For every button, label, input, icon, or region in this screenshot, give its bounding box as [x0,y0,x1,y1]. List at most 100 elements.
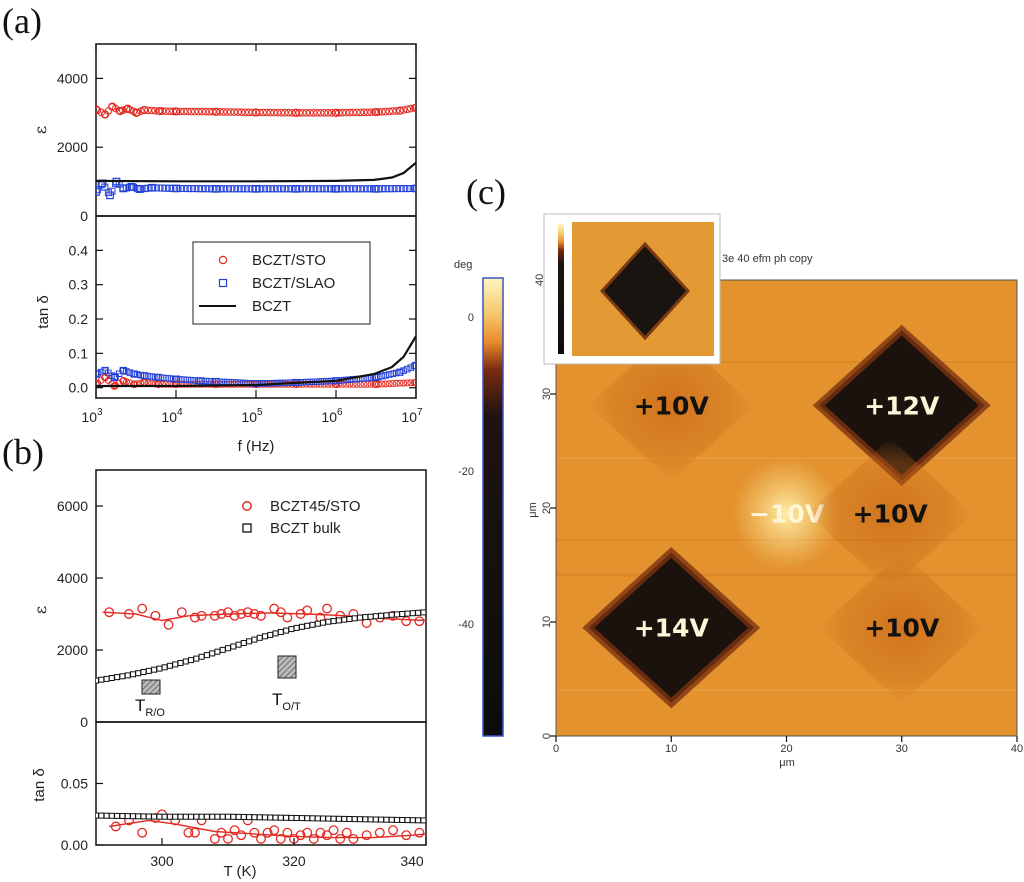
b-top-bczt-bulk-point [378,612,385,619]
b-top-bczt45-sto-point [150,610,161,621]
b-bottom-bczt45-sto-point [137,827,148,838]
a-top-dense-point [198,107,206,116]
a-bottom-bczt-slao-point [96,370,100,378]
a-top-dense-point [194,185,202,193]
b-top-bczt-bulk-point [161,664,168,671]
b-bottom-bczt-bulk-point [225,813,231,820]
panel-c: deg 0 -20 -40 +10V +12V−10V +10V+14V +10V 0… [454,213,1023,769]
b-top-bczt-bulk-point [198,653,205,660]
a-bottom-dense-point [144,372,152,380]
a-top-dense-point [205,185,213,193]
b-bottom-bczt-bulk-point [362,816,369,823]
map-ylabel: μm [527,502,539,518]
b-bottom-bczt45-sto-point [269,825,280,836]
a-top-dense-point [338,185,346,193]
b-bottom-bczt-bulk-point [330,815,337,822]
a-top-dense-point [284,108,293,117]
a-bottom-dense-point [176,380,184,388]
b-bottom-bczt45-sto-point [295,830,306,841]
a-top-dense-point [309,109,318,117]
a-bottom-dense-point [403,379,411,387]
a-bottom-dense-point [126,369,134,376]
b-top-bczt-bulk-point [177,660,184,666]
a-bottom-dense-point [400,379,408,387]
a-top-bczt-sto-point [171,107,181,116]
a-bottom-bczt-slao-point [412,361,416,369]
a-top-dense-point [220,185,228,193]
b-top-bczt45-sto-point [249,609,260,619]
b-bottom-bczt-bulk-point [203,813,210,820]
a-bottom-dense-point [166,375,173,382]
a-top-dense-point [403,185,411,193]
a-bottom-dense-point [389,370,396,377]
a-top-dense-point [184,185,192,193]
a-top-dense-point [407,104,415,113]
b-top-bczt-bulk-point [293,624,300,631]
a-top-bczt-sto-point [331,108,341,117]
panel-label-c: (c) [466,172,506,212]
legend-label-bczt45: BCZT45/STO [270,498,361,515]
a-bottom-ytick-label: 0.2 [69,311,89,327]
b-bottom-bczt-bulk-point [314,815,321,822]
b-top-bczt-bulk-point [325,618,332,625]
b-bottom-bczt-bulk-point [399,817,406,823]
b-bottom-bczt-bulk-point [108,812,115,819]
b-top-bczt-bulk-point [145,667,152,674]
b-top-bczt45-sto-point [414,616,425,627]
b-bottom-bczt-bulk-point [293,815,300,821]
panel-b-bottom-frame [95,721,427,846]
a-bottom-bczt-sto-point [172,380,180,389]
domain-faint-3 [807,438,974,589]
a-top-bczt-sto-point [211,107,221,116]
b-top-bczt-bulk-point [272,630,279,637]
b-bottom-bczt-bulk-point [420,817,426,824]
b-top-bczt45-sto-point [190,612,200,623]
b-bottom-bczt-bulk-point [283,814,290,821]
map-ytick-label: 20 [541,502,553,514]
a-bottom-dense-point [259,380,267,387]
b-bottom-bczt-bulk-point [415,817,422,824]
b-bottom-bczt45-sto-point [223,833,233,844]
a-top-dense-point [360,108,368,117]
domain-faint-0 [588,330,755,481]
a-top-dense-point [324,185,332,193]
panel-b-bottom-ylabel: tan δ [31,768,48,801]
a-top-dense-point [234,108,242,116]
b-top-bczt-bulk-point [203,652,210,659]
a-bottom-bczt-slao-point [130,370,138,378]
a-xtick-label: 107 [401,407,423,425]
a-top-dense-point [400,185,408,193]
b-bottom-bczt-bulk-point [98,812,105,819]
b-bottom-bczt45-sto-point [256,833,266,844]
b-bottom-bczt45-sto-point [302,827,313,838]
a-bottom-dense-point [162,374,170,382]
legend-marker-sto [218,255,228,265]
b-bottom-bczt-bulk-point [267,814,274,821]
b-bottom-bczt-bulk-point [177,813,184,820]
b-top-bczt-bulk-point [341,616,348,623]
b-top-bczt-bulk-point [420,609,426,616]
b-top-bczt-bulk-point [172,661,179,668]
legend-label-slao: BCZT/SLAO [252,275,335,292]
a-top-dense-point [166,184,174,192]
a-bottom-bczt-slao-point [396,368,404,376]
b-bottom-bczt-bulk-point [246,814,253,821]
b-top-bczt-bulk-point [108,675,115,681]
map-ytick-label: 0 [541,733,553,739]
panel-b: 0 2000 4000 6000 0.00 0.05 300 320 340 ε tan δ T… [31,469,427,880]
a-xtick-label: 106 [321,407,343,425]
a-bottom-dense-point [349,380,357,388]
legend-label-bulk: BCZT bulk [270,520,341,537]
b-top-bczt-bulk-point [309,621,316,628]
b-top-bczt-bulk-point [140,669,147,675]
a-top-dense-point [277,108,286,117]
a-top-dense-point [281,108,289,117]
a-top-dense-point [310,185,318,193]
map-ytick-label: 30 [541,388,553,400]
map-xtick-label: 20 [780,743,792,755]
a-top-dense-point [183,107,192,116]
b-bottom-bczt45-sto-point [183,827,194,838]
domain-label-1: +12V [864,391,940,420]
domain-label-0: +10V [634,391,710,420]
legend-label-sto: BCZT/STO [252,252,326,269]
